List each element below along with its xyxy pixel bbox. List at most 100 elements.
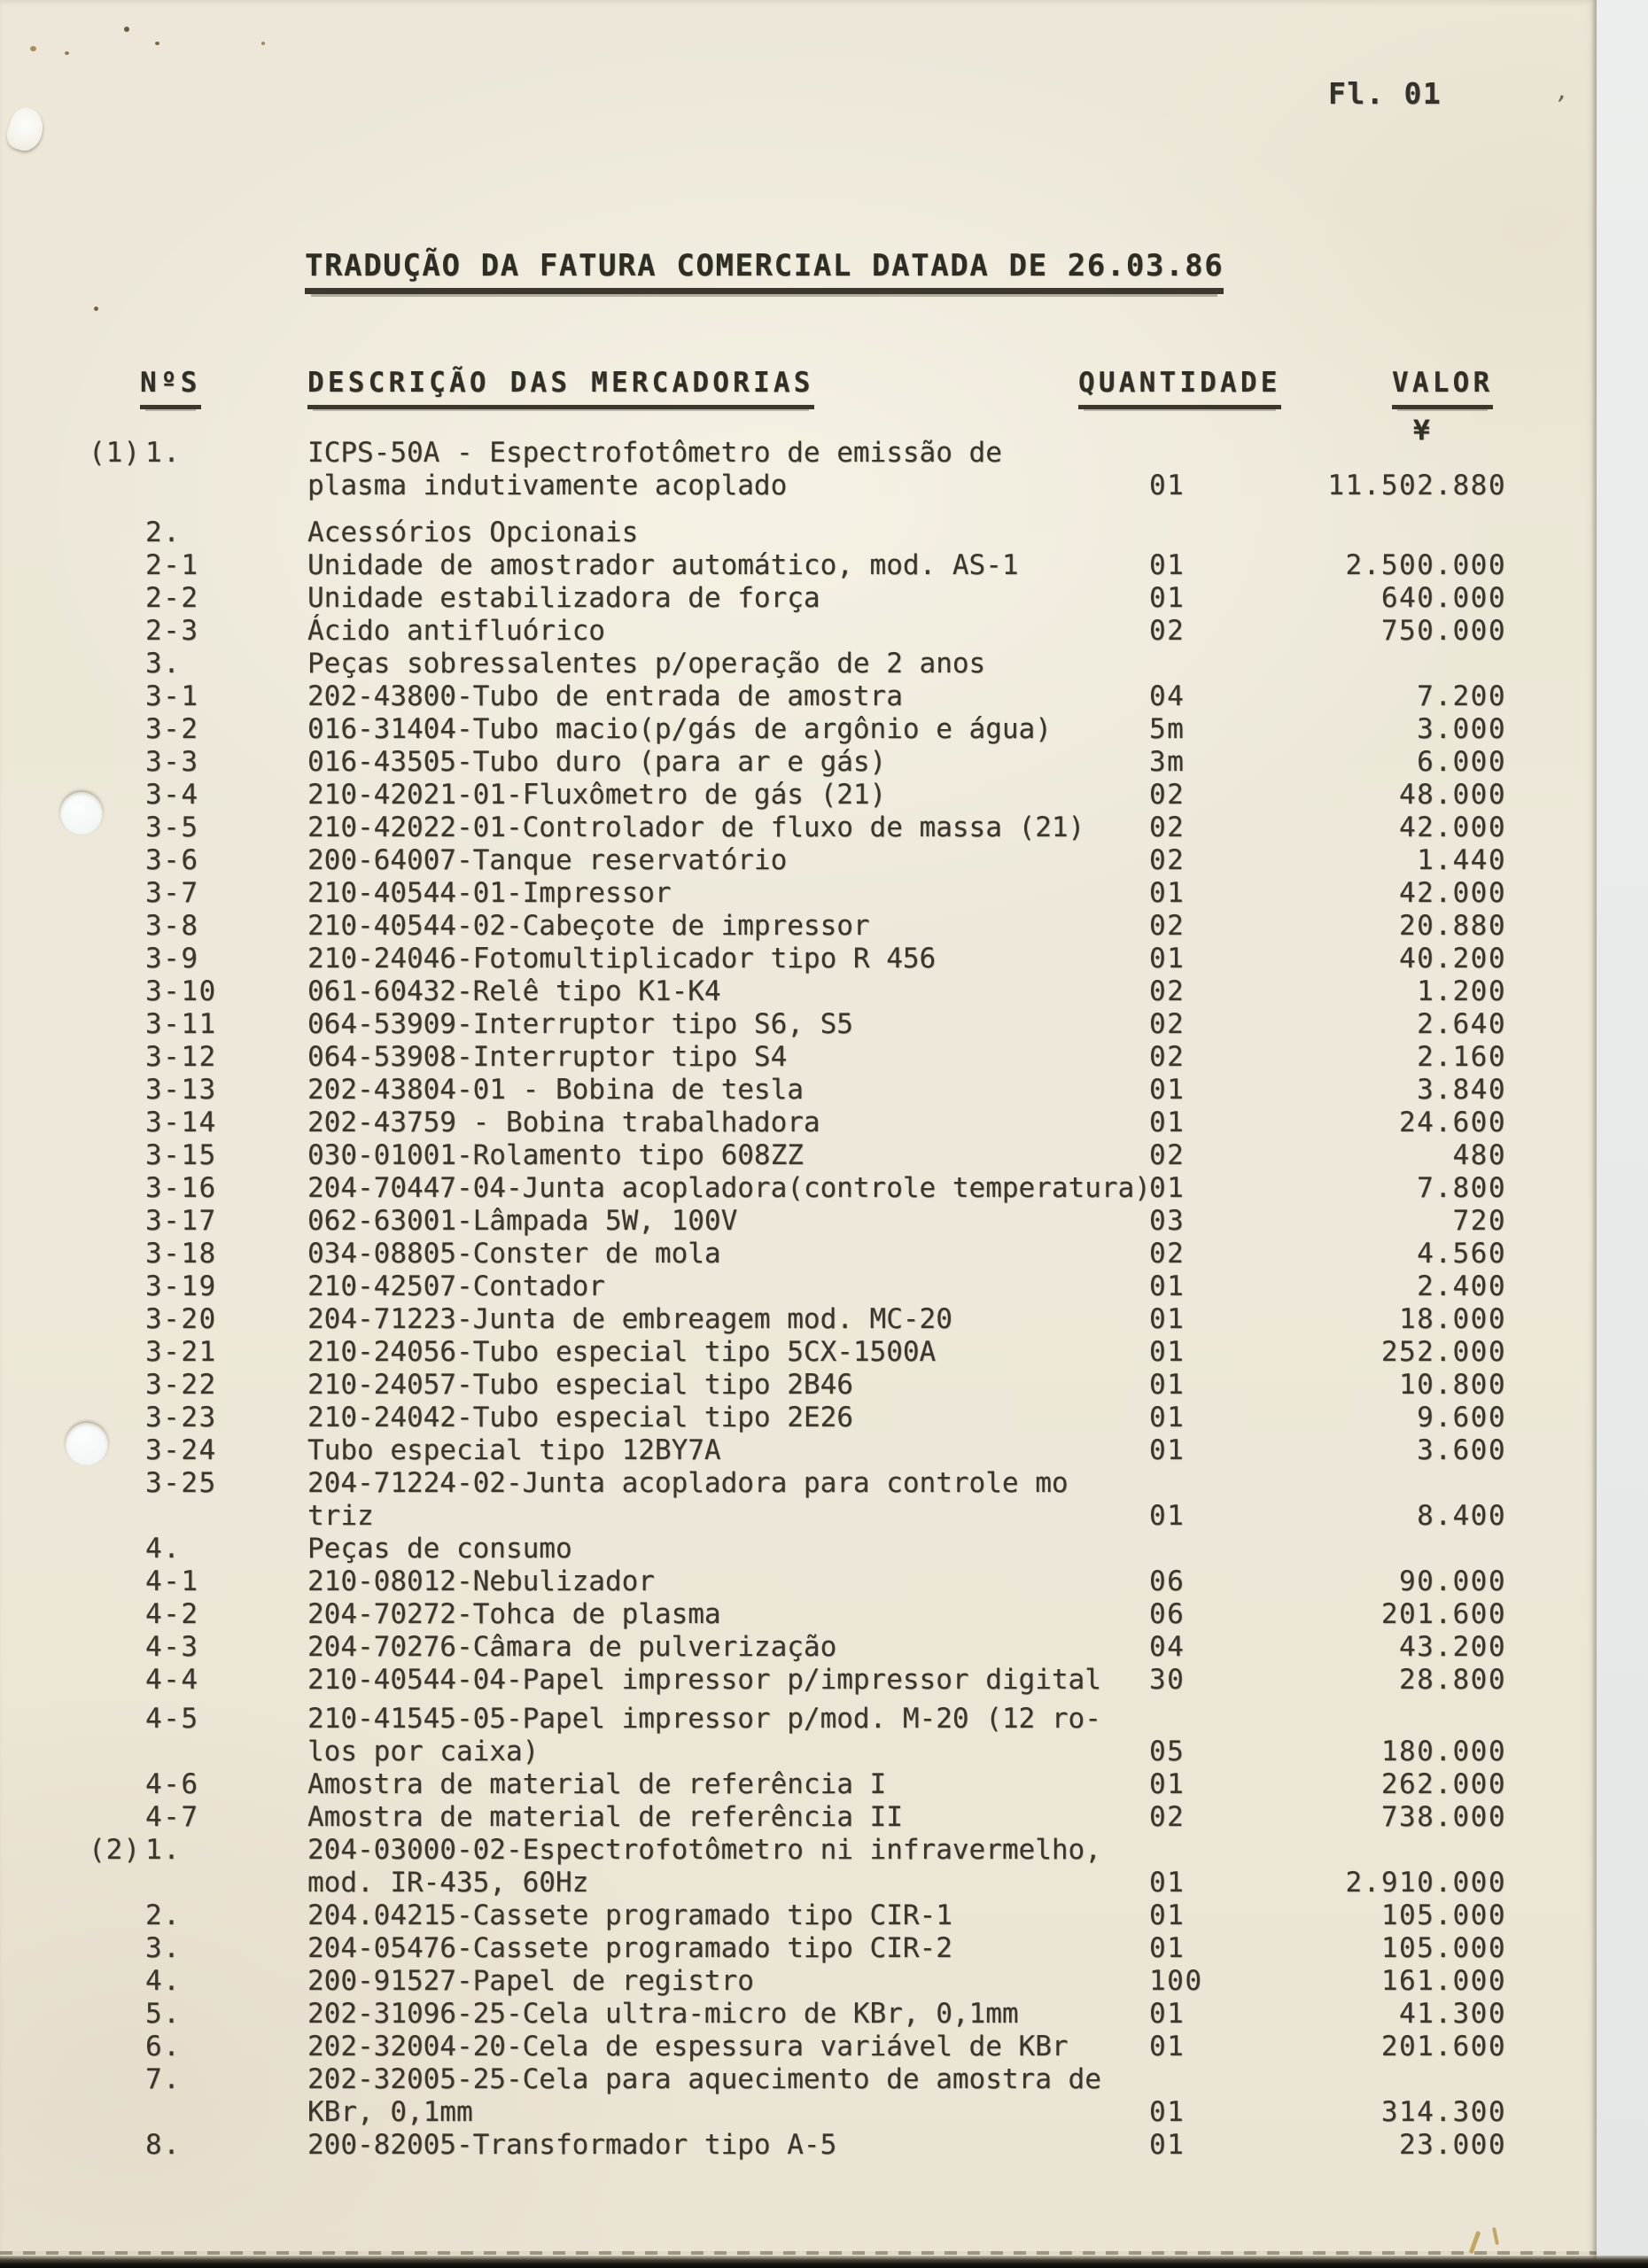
table-row: 2. 204.04215-Cassete programado tipo CIR-… <box>89 1899 1648 1932</box>
item-group-marker <box>89 910 145 943</box>
item-group-marker <box>89 549 145 582</box>
table-row: 3-5 210-42022-01-Controlador de fluxo de … <box>89 812 1648 844</box>
table-row: 8. 200-82005-Transformador tipo A-5 01 23.0… <box>89 2129 1648 2162</box>
item-number: 6. <box>145 2031 182 2062</box>
table-row: 4. 200-91527-Papel de registro 100 161.000 <box>89 1965 1648 1998</box>
item-description: Peças sobressalentes p/operação de 2 ano… <box>307 648 986 680</box>
item-number: 8. <box>145 2129 182 2161</box>
item-value: 43.200 <box>1399 1631 1506 1663</box>
item-quantity: 06 <box>1149 1598 1185 1630</box>
item-quantity: 02 <box>1149 615 1185 647</box>
table-row: 2-3 Ácido antifluórico 02 750.000 <box>89 615 1648 648</box>
currency-symbol: ¥ <box>1413 415 1430 447</box>
table-row: 3-24 Tubo especial tipo 12BY7A 01 3.600 <box>89 1434 1648 1467</box>
item-group-marker <box>89 680 145 713</box>
table-row: 3-22 210-24057-Tubo especial tipo 2B46 01 1… <box>89 1369 1648 1402</box>
item-number: 2. <box>145 517 182 548</box>
item-group-marker <box>89 1801 145 1834</box>
item-value: 720 <box>1452 1205 1506 1237</box>
item-value: 42.000 <box>1399 877 1506 909</box>
item-value: 7.800 <box>1417 1172 1506 1204</box>
item-group-marker <box>89 1172 145 1205</box>
item-group-marker <box>89 1107 145 1139</box>
item-quantity: 01 <box>1149 1932 1185 1964</box>
item-description: 210-41545-05-Papel impressor p/mod. M-20… <box>307 1703 1101 1735</box>
item-number: 3-22 <box>145 1369 217 1401</box>
item-group-marker <box>89 1074 145 1107</box>
item-number <box>145 470 307 502</box>
item-quantity <box>1149 437 1249 470</box>
item-value: 6.000 <box>1417 746 1506 778</box>
item-group-marker <box>89 877 145 910</box>
item-group-marker <box>89 1631 145 1664</box>
item-description: Unidade de amostrador automático, mod. A… <box>307 549 1019 581</box>
table-row: los por caixa) 05 180.000 <box>89 1736 1648 1768</box>
item-group-marker <box>89 615 145 648</box>
item-description: Peças de consumo <box>307 1533 572 1565</box>
item-number: 3-4 <box>145 779 199 811</box>
item-quantity: 01 <box>1149 943 1185 975</box>
table-row: 6. 202-32004-20-Cela de espessura variáve… <box>89 2031 1648 2063</box>
table-row: 5. 202-31096-25-Cela ultra-micro de KBr, … <box>89 1998 1648 2031</box>
paper-right-edge <box>1591 0 1597 2268</box>
item-value: 10.800 <box>1399 1369 1506 1401</box>
item-value: 7.200 <box>1417 680 1506 712</box>
item-value: 3.840 <box>1417 1074 1506 1106</box>
item-number: 4-2 <box>145 1598 199 1630</box>
item-value: 201.600 <box>1380 1598 1506 1630</box>
item-number: 2-1 <box>145 549 199 581</box>
item-description: 202-43804-01 - Bobina de tesla <box>307 1074 804 1106</box>
table-row: 3-14 202-43759 - Bobina trabalhadora 01 24.… <box>89 1107 1648 1139</box>
table-row: 3-18 034-08805-Conster de mola 02 4.560 <box>89 1238 1648 1270</box>
item-value <box>1249 1834 1506 1867</box>
item-quantity: 04 <box>1149 1631 1185 1663</box>
ink-speck <box>94 307 98 311</box>
item-group-marker <box>89 470 145 502</box>
item-group-marker <box>89 1533 145 1565</box>
ink-speck <box>65 51 69 55</box>
item-quantity <box>1149 517 1249 549</box>
item-value: 1.440 <box>1417 844 1506 876</box>
item-number: 3-25 <box>145 1467 217 1499</box>
item-number: 3-24 <box>145 1434 217 1466</box>
item-number: 3-20 <box>145 1303 217 1335</box>
item-value <box>1249 648 1506 680</box>
item-description: 202-32005-25-Cela para aquecimento de am… <box>307 2063 1101 2095</box>
item-description: 210-40544-01-Impressor <box>307 877 672 909</box>
item-value: 161.000 <box>1380 1965 1506 1997</box>
item-group-marker: (2) <box>89 1834 141 1866</box>
item-description: Ácido antifluórico <box>307 615 605 647</box>
item-description: 210-24042-Tubo especial tipo 2E26 <box>307 1402 853 1433</box>
item-number: 3-1 <box>145 680 199 712</box>
item-description: 210-42021-01-Fluxômetro de gás (21) <box>307 779 887 811</box>
item-quantity: 01 <box>1149 2096 1185 2128</box>
item-number: 3-14 <box>145 1107 217 1138</box>
item-group-marker <box>89 1768 145 1801</box>
scan-bottom-edge <box>0 2256 1648 2268</box>
item-group-marker <box>89 1565 145 1598</box>
item-description: 210-24057-Tubo especial tipo 2B46 <box>307 1369 853 1401</box>
item-group-marker <box>89 975 145 1008</box>
table-row: KBr, 0,1mm 01 314.300 <box>89 2096 1648 2129</box>
item-group-marker <box>89 1270 145 1303</box>
item-value <box>1249 1533 1506 1565</box>
item-description: 202-32004-20-Cela de espessura variável … <box>307 2031 1069 2062</box>
item-group-marker <box>89 2063 145 2096</box>
item-description: 204-70447-04-Junta acopladora(controle t… <box>307 1172 1151 1204</box>
item-group-marker <box>89 582 145 615</box>
item-value: 8.400 <box>1417 1500 1506 1532</box>
item-quantity: 04 <box>1149 680 1185 712</box>
item-group-marker <box>89 1303 145 1336</box>
table-row: 3-2 016-31404-Tubo macio(p/gás de argônio… <box>89 713 1648 746</box>
item-value: 4.560 <box>1417 1238 1506 1270</box>
item-description: 204-71224-02-Junta acopladora para contr… <box>307 1467 1069 1499</box>
item-group-marker <box>89 1500 145 1533</box>
item-number: 3. <box>145 1932 182 1964</box>
table-row: plasma indutivamente acoplado 01 11.502.88… <box>89 470 1648 502</box>
item-group-marker <box>89 1139 145 1172</box>
table-row: 3-1 202-43800-Tubo de entrada de amostra 0… <box>89 680 1648 713</box>
column-header-number: NºS <box>140 367 201 409</box>
item-quantity: 01 <box>1149 1998 1185 2030</box>
item-group-marker <box>89 2096 145 2129</box>
ink-speck <box>124 27 129 32</box>
